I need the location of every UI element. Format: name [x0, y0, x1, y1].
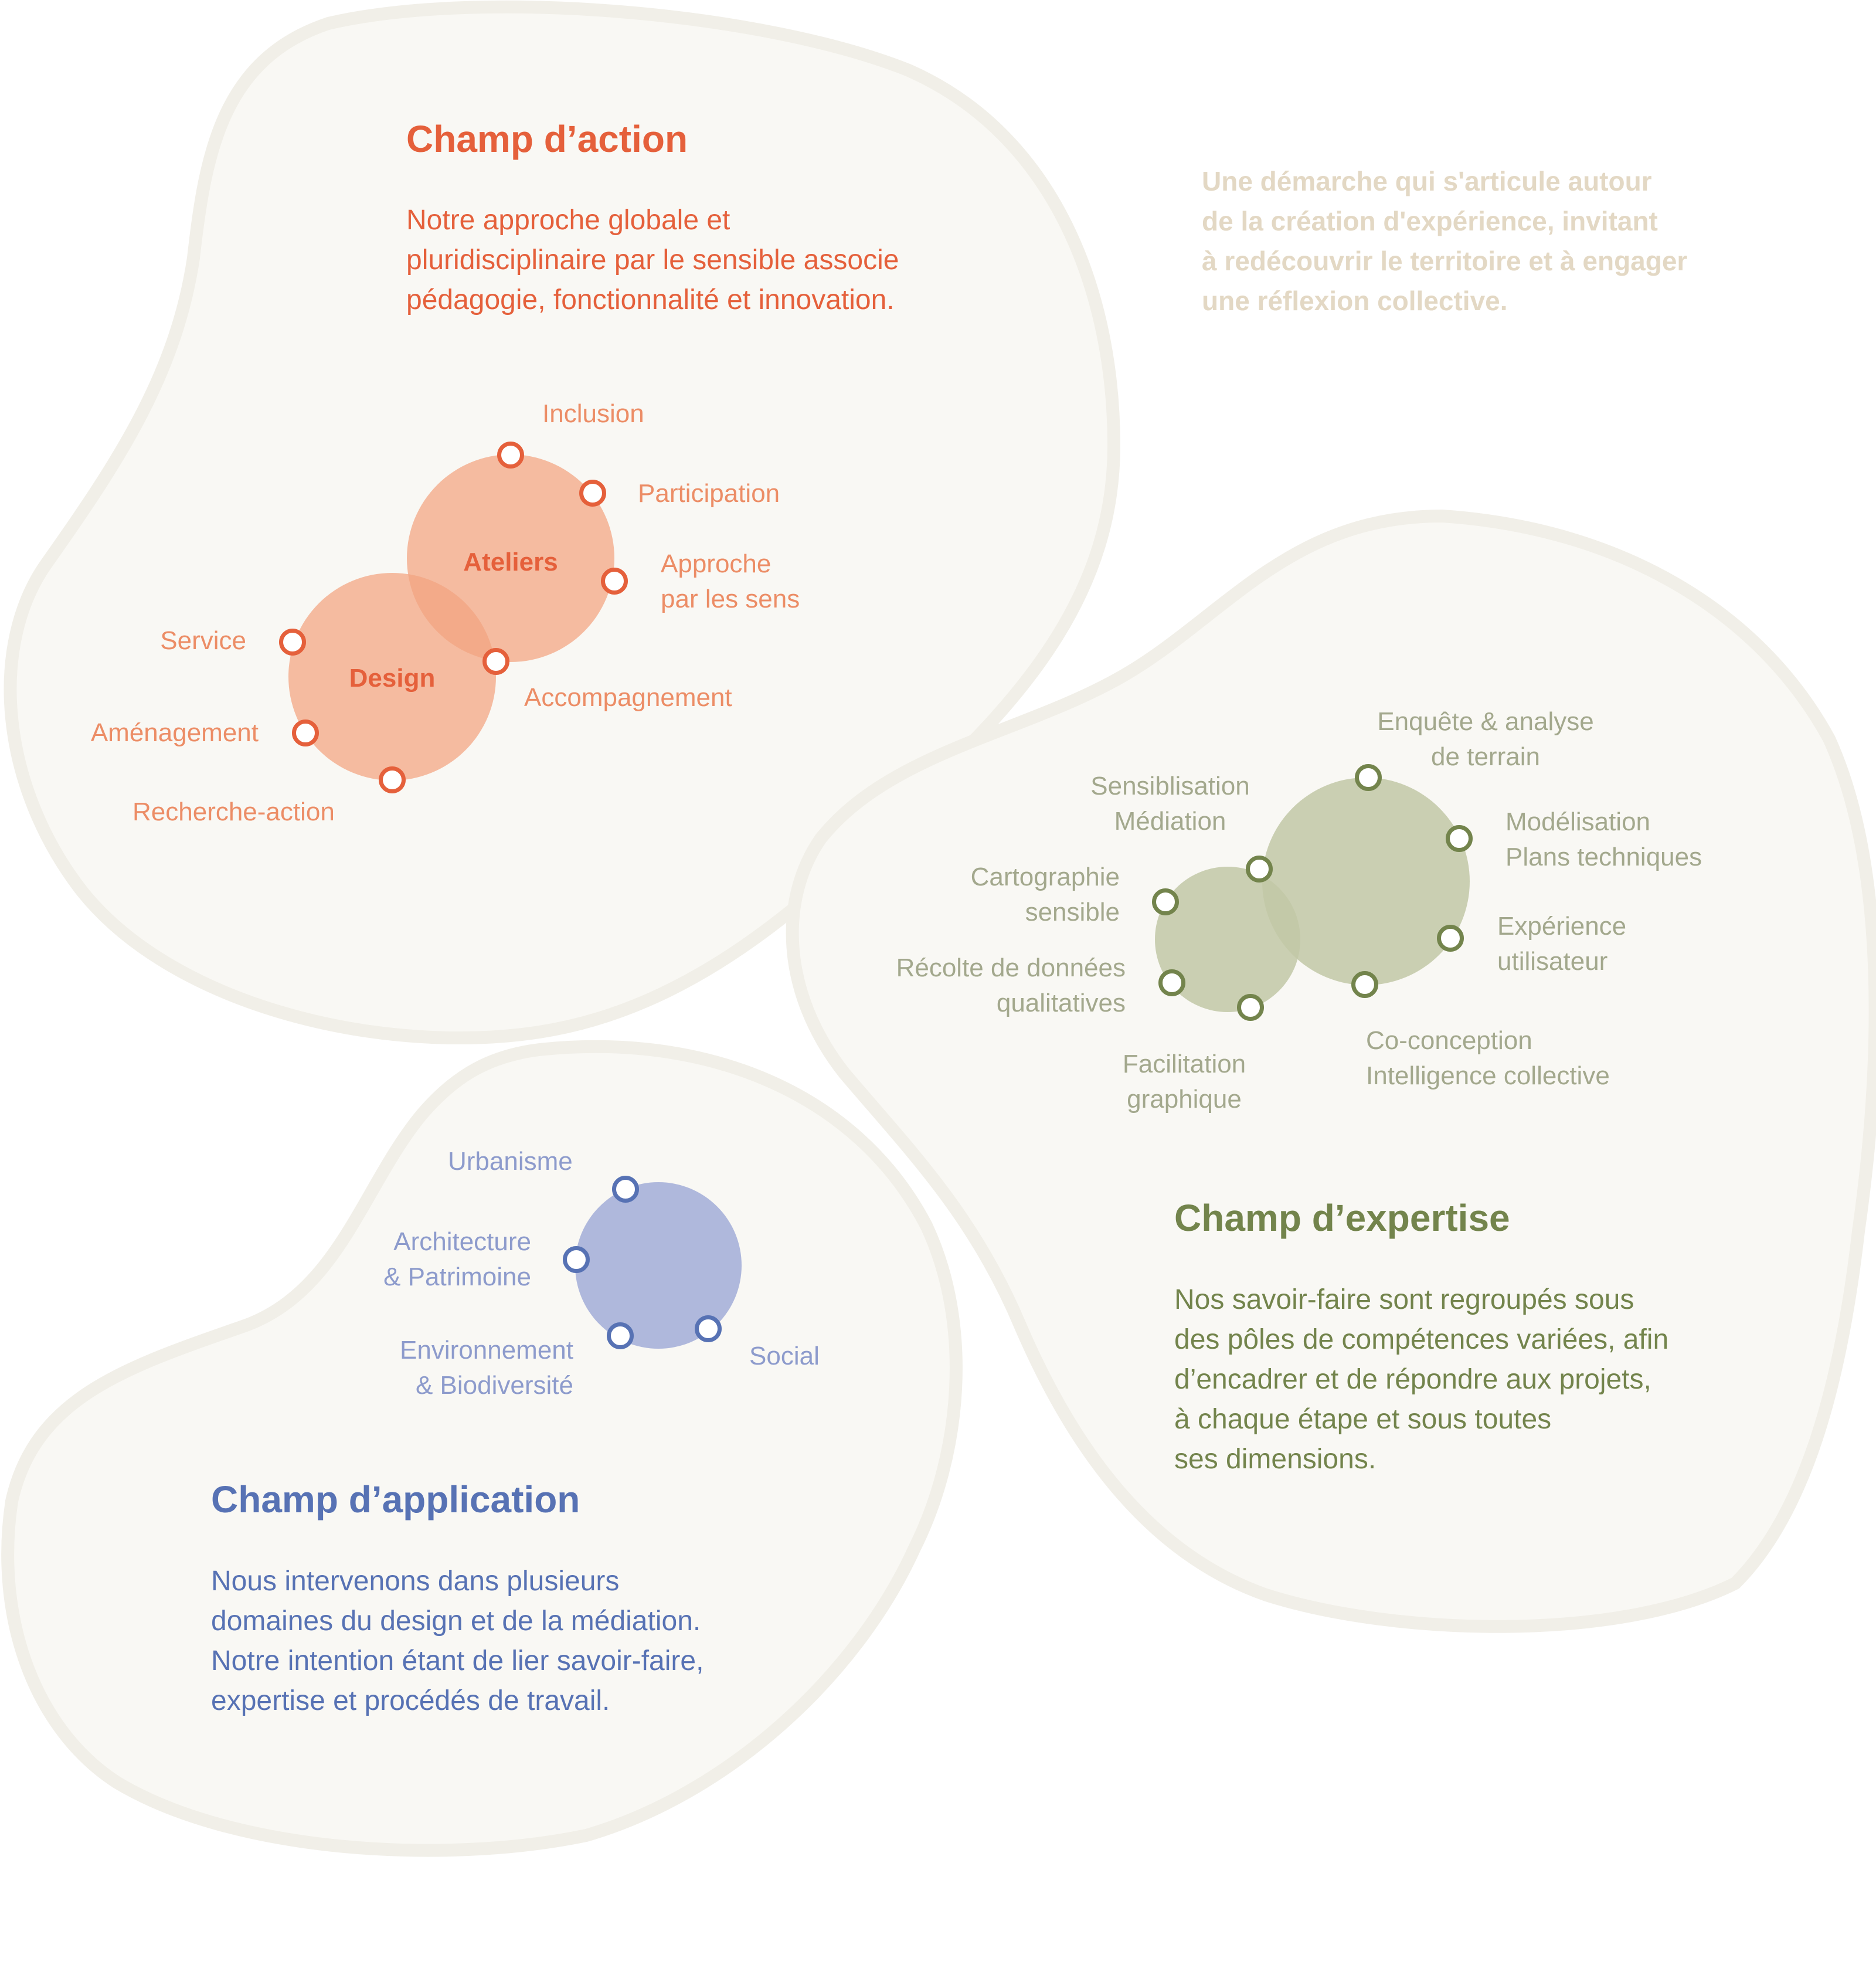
cartographie-label: Cartographie sensible — [970, 863, 1120, 926]
social-node — [695, 1315, 722, 1342]
architecture-label: Architecture & Patrimoine — [383, 1227, 531, 1291]
intro-text: Une démarche qui s'articule autour de la… — [1202, 166, 1688, 316]
participation-node — [579, 480, 606, 507]
modelisation-label: Modélisation Plans techniques — [1505, 807, 1702, 871]
approche-node — [601, 568, 628, 595]
service-label: Service — [160, 626, 246, 655]
environnement-node — [607, 1322, 634, 1349]
enquete-label: Enquête & analyse de terrain — [1377, 707, 1594, 771]
urbanisme-label: Urbanisme — [448, 1147, 573, 1176]
accompagnement-label: Accompagnement — [524, 683, 732, 712]
experience-label: Expérience utilisateur — [1497, 912, 1627, 976]
recherche-node — [379, 766, 406, 793]
enquete-node — [1355, 764, 1382, 791]
coconception-node — [1351, 971, 1378, 998]
sensibilisation-node — [1246, 856, 1273, 883]
recherche-label: Recherche-action — [132, 797, 335, 826]
accompagnement-node — [482, 648, 509, 675]
modelisation-node — [1446, 825, 1473, 852]
approche-label: Approche par les sens — [661, 549, 800, 613]
experience-node — [1437, 925, 1464, 952]
action-title: Champ d’action — [406, 118, 688, 160]
coconception-label: Co-conception Intelligence collective — [1366, 1026, 1610, 1090]
inclusion-node — [497, 442, 524, 469]
cartographie-node — [1152, 888, 1179, 915]
amenagement-node — [292, 720, 319, 746]
social-label: Social — [749, 1342, 820, 1370]
design-label: Design — [349, 664, 436, 693]
service-node — [279, 629, 306, 656]
environnement-label: Environnement & Biodiversité — [400, 1336, 573, 1400]
recolte-node — [1158, 969, 1185, 996]
amenagement-label: Aménagement — [90, 718, 259, 747]
sensibilisation-label: Sensiblisation Médiation — [1090, 772, 1250, 836]
expertise-title: Champ d’expertise — [1174, 1197, 1510, 1239]
facilitation-label: Facilitation graphique — [1122, 1050, 1246, 1114]
architecture-node — [563, 1246, 590, 1273]
action-text: Notre approche globale et pluridisciplin… — [406, 205, 899, 315]
design-circle — [288, 573, 496, 780]
application-text: Nous intervenons dans plusieurs domaines… — [211, 1566, 704, 1716]
ateliers-label: Ateliers — [463, 548, 558, 576]
recolte-label: Récolte de données qualitatives — [896, 953, 1126, 1017]
expertise-blob — [786, 509, 1876, 1633]
facilitation-node — [1237, 994, 1264, 1021]
expertise-text: Nos savoir-faire sont regroupés sous des… — [1174, 1284, 1669, 1475]
urbanisme-node — [612, 1176, 639, 1203]
participation-label: Participation — [638, 479, 780, 508]
application-title: Champ d’application — [211, 1478, 580, 1521]
inclusion-label: Inclusion — [542, 399, 644, 428]
